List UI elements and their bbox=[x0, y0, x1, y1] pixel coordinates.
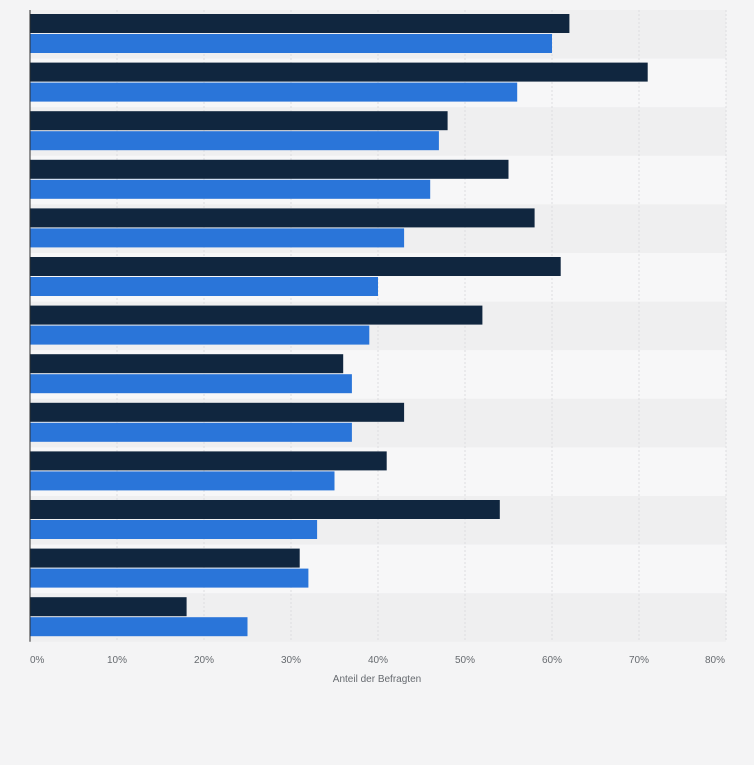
bar-series-2 bbox=[30, 617, 248, 637]
bar-series-2 bbox=[30, 471, 335, 491]
bar-series-1 bbox=[30, 500, 500, 519]
bar-series-1 bbox=[30, 257, 561, 276]
x-tick-label: 30% bbox=[281, 655, 301, 666]
bar-series-2 bbox=[30, 374, 352, 394]
bar-series-1 bbox=[30, 305, 483, 325]
x-tick-label: 80% bbox=[705, 655, 725, 666]
bar-series-1 bbox=[30, 451, 387, 471]
bar-series-2 bbox=[30, 422, 352, 442]
bar-series-2 bbox=[30, 520, 318, 539]
bar-series-2 bbox=[30, 568, 309, 588]
x-tick-label: 50% bbox=[455, 655, 475, 666]
bar-series-2 bbox=[30, 179, 431, 199]
bar-series-1 bbox=[30, 111, 448, 131]
x-tick-label: 10% bbox=[107, 655, 127, 666]
x-tick-labels: 0% 10% 20% 30% 40% 50% 60% 70% 80% bbox=[30, 655, 725, 666]
bar-series-2 bbox=[30, 131, 439, 151]
x-tick-label: 0% bbox=[30, 655, 45, 666]
x-tick-label: 20% bbox=[194, 655, 214, 666]
bar-series-2 bbox=[30, 228, 405, 248]
bar-series-1 bbox=[30, 208, 535, 228]
bar-series-1 bbox=[30, 597, 187, 617]
x-tick-label: 60% bbox=[542, 655, 562, 666]
bar-series-1 bbox=[30, 548, 300, 568]
bar-series-1 bbox=[30, 354, 344, 374]
bar-series-1 bbox=[30, 62, 648, 82]
x-tick-label: 40% bbox=[368, 655, 388, 666]
bar-series-1 bbox=[30, 159, 509, 179]
bars bbox=[30, 14, 648, 637]
bar-series-1 bbox=[30, 14, 570, 33]
bar-series-1 bbox=[30, 402, 405, 422]
bar-series-2 bbox=[30, 325, 370, 345]
x-tick-label: 70% bbox=[629, 655, 649, 666]
bar-series-2 bbox=[30, 82, 518, 102]
bar-series-2 bbox=[30, 277, 378, 296]
bar-series-2 bbox=[30, 34, 552, 53]
x-axis-title: Anteil der Befragten bbox=[333, 674, 421, 685]
